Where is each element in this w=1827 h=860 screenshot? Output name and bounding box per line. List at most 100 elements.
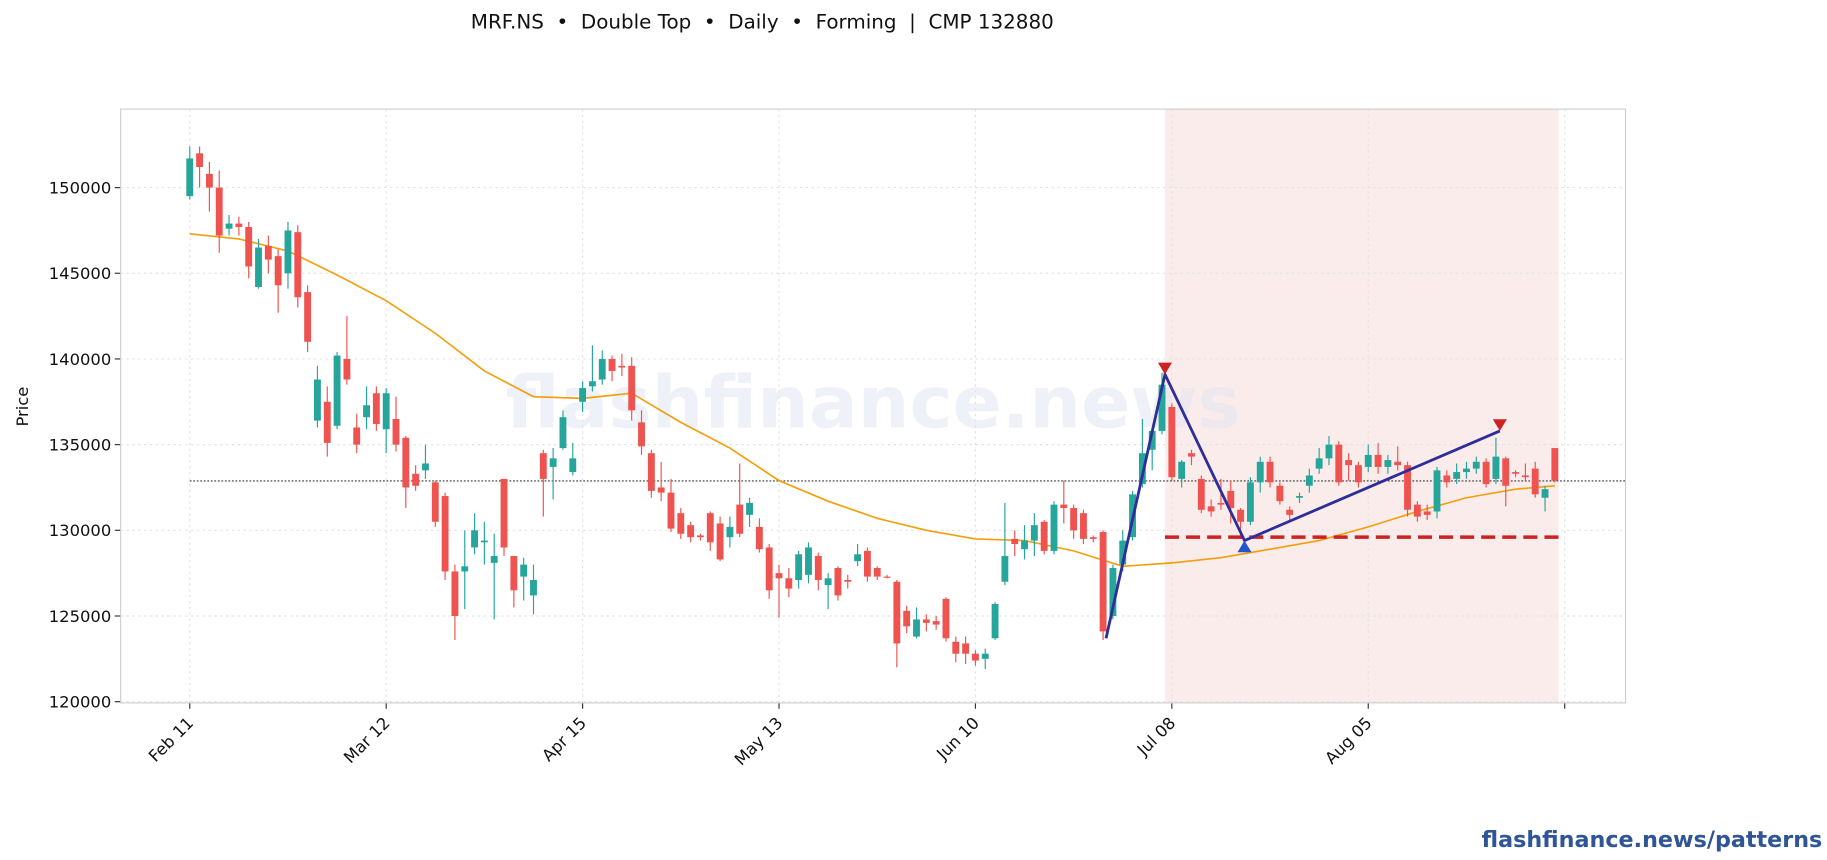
- candle-body: [834, 568, 842, 596]
- candle-body: [1354, 465, 1362, 483]
- pattern-line: [1104, 370, 1501, 639]
- candle-body: [1413, 504, 1421, 517]
- candle-body: [1207, 506, 1215, 512]
- candle-body: [431, 482, 439, 522]
- candle-body: [667, 492, 675, 529]
- candle-body: [451, 571, 459, 616]
- candle-body: [687, 525, 695, 538]
- candle-body: [1551, 448, 1559, 481]
- candle-body: [1512, 472, 1520, 474]
- candle-body: [1325, 444, 1333, 459]
- candle-body: [500, 478, 508, 548]
- candle-body: [1521, 475, 1529, 478]
- candle-body: [726, 526, 734, 538]
- candle-body: [863, 550, 871, 577]
- candle-body: [706, 513, 714, 543]
- candle-body: [1001, 556, 1009, 582]
- x-tick-label: Mar 12: [340, 713, 394, 767]
- candle-body: [932, 621, 940, 625]
- candle-body: [805, 547, 812, 575]
- x-tick-label: Feb 11: [145, 713, 197, 765]
- candle-body: [1178, 461, 1186, 479]
- candle-body: [1217, 502, 1225, 505]
- candle-body: [1060, 504, 1068, 509]
- candle-body: [264, 245, 272, 260]
- candle-body: [1050, 504, 1058, 551]
- candle-body: [991, 604, 999, 639]
- candle-body: [755, 526, 763, 550]
- candle-body: [1246, 482, 1254, 522]
- candle-body: [1502, 458, 1510, 486]
- candle-body: [1364, 454, 1372, 467]
- candle-body: [1394, 461, 1402, 466]
- candle-body: [1482, 461, 1490, 485]
- candle-body: [1256, 461, 1264, 483]
- candle-body: [1109, 568, 1117, 616]
- y-tick-label: 120000: [49, 693, 112, 712]
- candle-body: [274, 256, 282, 286]
- candle-body: [1492, 456, 1500, 479]
- candle-body: [304, 292, 312, 342]
- candle-body: [854, 554, 862, 562]
- candle-body: [225, 223, 233, 229]
- candle-body: [873, 568, 881, 577]
- candle-body: [510, 556, 518, 591]
- candle-body: [1158, 384, 1166, 431]
- candle-body: [1080, 513, 1087, 539]
- candle-body: [608, 358, 616, 371]
- plot-frame: [120, 108, 1627, 704]
- pattern-marker: [1237, 540, 1252, 553]
- y-tick-label: 140000: [49, 350, 112, 369]
- candle-body: [471, 530, 479, 548]
- candle-body: [1276, 485, 1284, 502]
- candle-body: [883, 576, 891, 578]
- candle-body: [1030, 525, 1038, 541]
- candle-body: [903, 610, 911, 627]
- candle-body: [284, 230, 292, 274]
- candle-body: [1138, 453, 1146, 485]
- candle-body: [1305, 475, 1313, 486]
- candle-body: [549, 458, 557, 467]
- candle-body: [1443, 475, 1451, 483]
- candle-body: [893, 581, 901, 644]
- candle-body: [353, 427, 361, 445]
- candle-body: [795, 554, 803, 581]
- y-tick-label: 130000: [49, 521, 112, 540]
- x-tick-label: Apr 15: [538, 713, 590, 765]
- candle-body: [1453, 472, 1461, 479]
- candle-body: [392, 418, 400, 445]
- candle-body: [363, 405, 370, 418]
- candle-body: [785, 578, 793, 589]
- candle-body: [1286, 509, 1294, 515]
- candle-body: [1070, 508, 1078, 531]
- candle-body: [1021, 540, 1028, 550]
- candle-body: [971, 653, 979, 661]
- candle-body: [1266, 461, 1274, 483]
- pattern-marker: [1157, 362, 1172, 375]
- candle-body: [962, 643, 970, 654]
- candle-body: [1315, 458, 1323, 469]
- candle-body: [1188, 453, 1195, 457]
- pattern-marker: [1492, 419, 1507, 431]
- candle-body: [530, 580, 537, 596]
- candle-body: [1119, 540, 1127, 565]
- candle-body: [569, 458, 577, 473]
- candle-body: [736, 504, 744, 534]
- candle-body: [313, 379, 321, 421]
- candle-body: [215, 187, 223, 236]
- candle-body: [814, 556, 822, 581]
- candle-body: [775, 573, 783, 579]
- candle-body: [1404, 465, 1411, 510]
- candle-body: [1296, 496, 1303, 498]
- candle-body: [824, 578, 832, 586]
- y-tick-label: 135000: [49, 435, 112, 454]
- candle-body: [245, 227, 253, 267]
- candle-body: [952, 641, 960, 654]
- candle-body: [1384, 460, 1392, 467]
- candle-body: [412, 473, 420, 486]
- candle-body: [844, 580, 852, 582]
- candle-body: [922, 619, 930, 623]
- pattern-region: [1164, 109, 1559, 703]
